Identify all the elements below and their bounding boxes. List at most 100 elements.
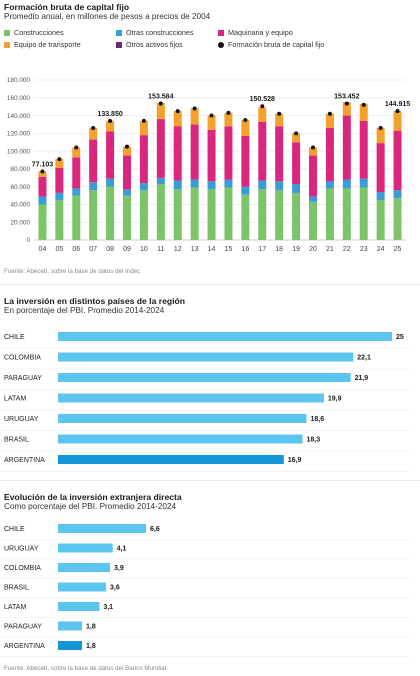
bar-segment: [72, 188, 81, 196]
bar-segment: [224, 112, 233, 127]
bar-segment: [309, 201, 317, 240]
total-marker: [260, 104, 265, 109]
legend-item: Formación bruta de capital fijo: [218, 40, 324, 49]
bar-segment: [325, 181, 334, 189]
bar-segment: [156, 184, 165, 240]
bar-segment: [55, 200, 64, 240]
x-tick-label: 21: [326, 246, 334, 253]
legend-swatch: [218, 29, 224, 36]
value-label: 22,1: [357, 355, 371, 362]
x-tick-label: 18: [275, 246, 283, 253]
bar-segment: [123, 155, 131, 190]
chart2-title: La inversión en distintos países de la r…: [4, 296, 185, 306]
chart3-title: Evolución de la inversión extranjera dir…: [4, 492, 182, 502]
bar-segment: [241, 186, 250, 195]
bar-segment: [292, 184, 301, 193]
bar-segment: [123, 189, 131, 196]
bar-segment: [275, 126, 284, 182]
x-tick-label: 13: [191, 246, 199, 253]
x-tick-label: 06: [72, 246, 80, 253]
bar-segment: [139, 190, 148, 240]
bar-segment: [241, 194, 250, 240]
x-tick-label: 23: [360, 246, 368, 253]
total-value-label: 153.452: [334, 94, 359, 101]
bar-segment: [173, 111, 182, 127]
x-tick-label: 20: [309, 246, 317, 253]
total-marker: [175, 109, 180, 114]
bar: [58, 543, 113, 553]
bar: [58, 373, 351, 382]
bar-segment: [123, 195, 131, 240]
bar-segment: [376, 143, 385, 192]
bar: [58, 602, 100, 611]
total-marker: [243, 118, 248, 122]
total-marker: [125, 144, 129, 149]
bar-segment: [72, 147, 81, 158]
bar-segment: [376, 128, 385, 144]
bar-segment: [89, 190, 98, 240]
bar-segment: [55, 168, 64, 193]
bar: [58, 455, 284, 464]
bar-segment: [393, 190, 402, 199]
value-label: 3,9: [114, 565, 124, 572]
bar-segment: [139, 183, 148, 191]
y-tick-label: 40.000: [10, 202, 30, 209]
bar-segment: [224, 126, 233, 180]
bar: [58, 393, 324, 403]
section-divider: [0, 480, 420, 481]
bar-segment: [241, 136, 250, 187]
legend-item: Otros activos fijos: [116, 40, 183, 49]
legend-swatch: [218, 41, 224, 48]
total-marker: [158, 101, 163, 106]
x-tick-label: 17: [258, 246, 266, 253]
total-marker: [378, 126, 383, 130]
bar-segment: [241, 120, 250, 136]
y-tick-label: 20.000: [10, 219, 30, 226]
category-label: LATAM: [4, 396, 26, 403]
value-label: 3,1: [103, 604, 113, 611]
x-tick-label: 10: [140, 246, 148, 253]
stacked-bar-chart: 0 20.000 40.000 60.000 80.000 100.000 120.000 1…: [7, 77, 410, 253]
bar-segment: [325, 188, 334, 240]
total-value-label: 150.528: [250, 96, 275, 103]
category-label: URUGUAY: [4, 546, 39, 553]
fdi-bar-chart: CHILE 6,6 URUGUAY 4,1 COLOMBIA 3,9 BRASIL 3,6 LA…: [0, 524, 410, 657]
value-label: 21,9: [355, 375, 369, 382]
total-marker: [344, 101, 349, 106]
bar-segment: [393, 111, 402, 131]
bar-segment: [106, 120, 115, 132]
bar-segment: [342, 115, 351, 180]
bar: [58, 524, 146, 533]
bar-segment: [38, 204, 47, 240]
bar-segment: [309, 155, 317, 197]
bar-segment: [173, 189, 182, 240]
bar: [58, 582, 106, 592]
total-marker: [57, 157, 62, 162]
bar-segment: [393, 130, 402, 191]
bar-segment: [275, 113, 284, 127]
x-tick-label: 07: [89, 246, 97, 253]
x-tick-label: 05: [55, 246, 63, 253]
bar-segment: [89, 139, 98, 183]
bar-segment: [89, 182, 98, 191]
total-marker: [108, 119, 113, 124]
bar-segment: [139, 135, 148, 184]
legend-swatch: [116, 29, 122, 36]
bar-segment: [342, 102, 351, 116]
bar-segment: [359, 178, 368, 188]
bar-segment: [292, 142, 301, 184]
bar-segment: [106, 178, 115, 187]
bar-segment: [224, 187, 233, 240]
category-label: ARGENTINA: [4, 643, 45, 650]
y-tick-label: 120.000: [7, 131, 31, 138]
chart2-subtitle: En porcentaje del PBI. Promedio 2014-202…: [4, 306, 165, 315]
x-tick-label: 22: [343, 246, 351, 253]
section-divider: [0, 284, 420, 285]
total-value-label: 133.850: [97, 111, 122, 118]
total-marker: [209, 113, 214, 118]
y-tick-label: 0: [26, 237, 30, 244]
chart3-source: Fuente: Abeceb, sobre la base de datos d…: [4, 665, 167, 672]
bar-segment: [72, 157, 81, 189]
total-marker: [226, 110, 231, 115]
bar-segment: [325, 128, 334, 182]
